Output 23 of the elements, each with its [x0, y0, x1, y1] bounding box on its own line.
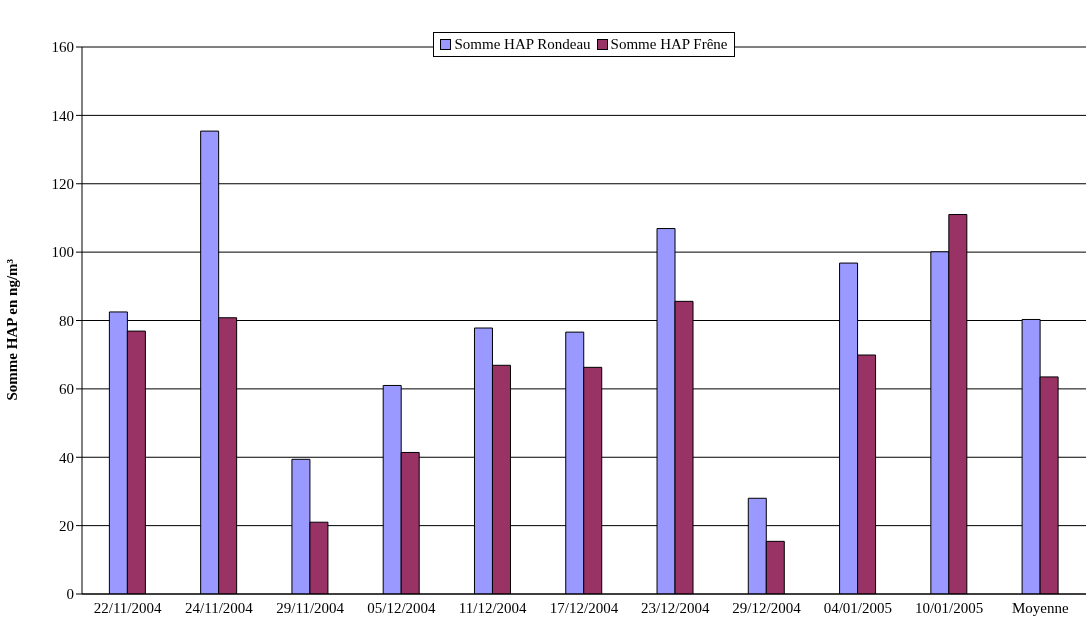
x-tick-label: 05/12/2004 [367, 599, 437, 616]
y-tick-label: 100 [51, 244, 74, 261]
y-tick-label: 120 [51, 176, 74, 193]
x-tick-label: 11/12/2004 [458, 599, 528, 616]
x-tick-label: 17/12/2004 [549, 599, 619, 616]
x-tick-label: 29/12/2004 [732, 599, 802, 616]
y-tick-label: 80 [59, 312, 74, 329]
y-tick-label: 160 [51, 39, 74, 56]
x-tick-label: 10/01/2005 [914, 599, 984, 616]
y-axis-title: Somme HAP en ng/m³ [4, 258, 21, 401]
y-tick-label: 20 [59, 517, 74, 534]
x-tick-label: 29/11/2004 [276, 599, 345, 616]
y-tick-label: 60 [59, 381, 74, 398]
x-tick-label: 24/11/2004 [185, 599, 254, 616]
x-tick-label: 22/11/2004 [93, 599, 163, 616]
x-tick-label: 23/12/2004 [641, 599, 710, 616]
x-tick-label: Moyenne [1012, 599, 1070, 616]
y-tick-label: 0 [66, 586, 74, 603]
y-tick-label: 140 [51, 107, 74, 124]
legend-label: Somme HAP Rondeau [453, 36, 591, 53]
x-tick-label: 04/01/2005 [823, 599, 892, 616]
legend-label: Somme HAP Frêne [609, 36, 728, 53]
y-tick-label: 40 [59, 449, 74, 466]
